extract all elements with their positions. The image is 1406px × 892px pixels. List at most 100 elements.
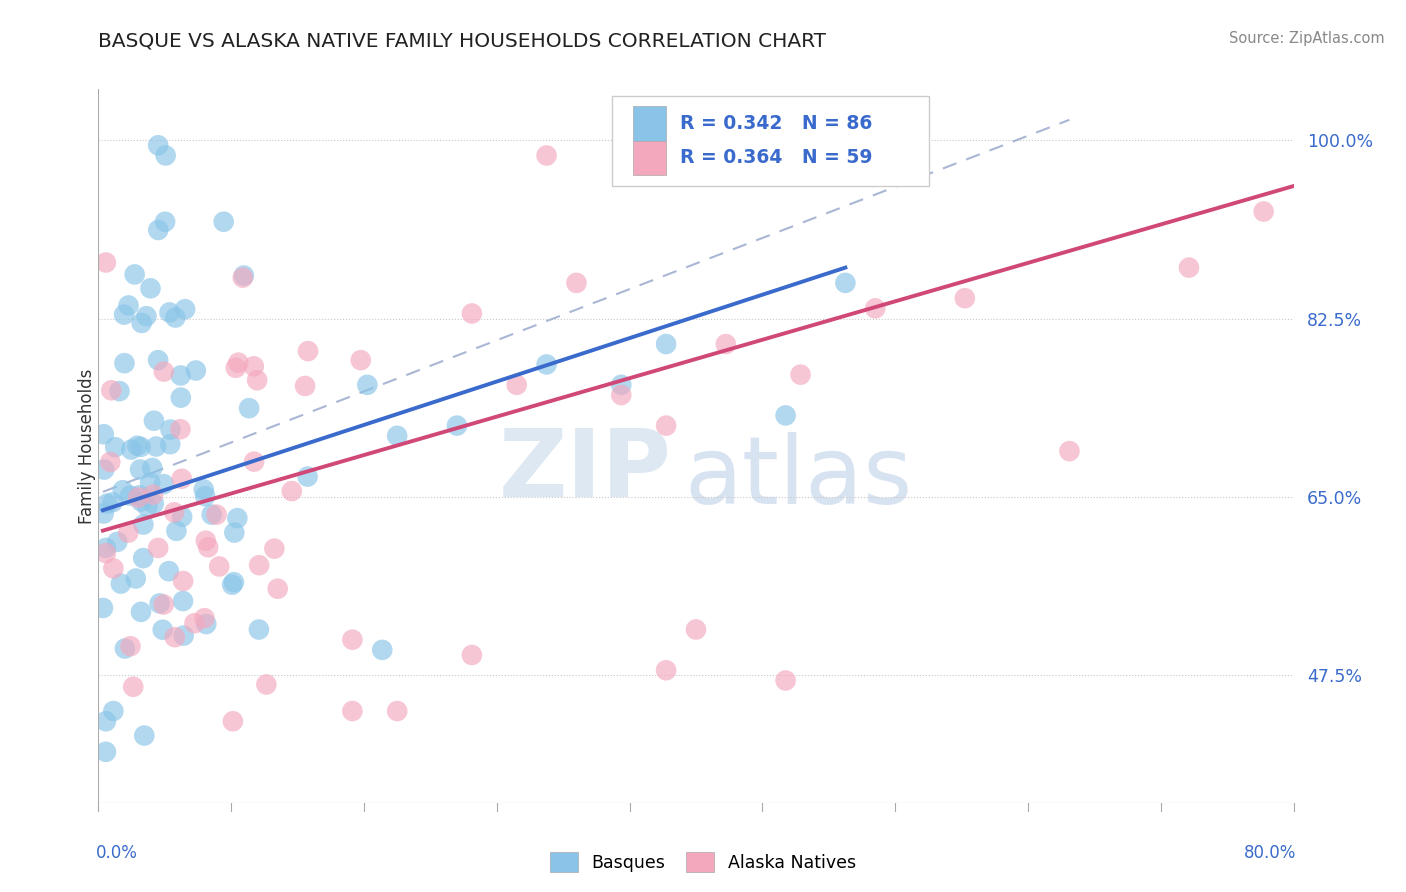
Point — [775, 673, 797, 688]
Point — [294, 379, 316, 393]
Point — [536, 148, 558, 162]
Point — [142, 414, 165, 428]
Point — [117, 525, 139, 540]
Point — [96, 497, 118, 511]
Point — [172, 509, 194, 524]
Point — [103, 704, 125, 718]
Point — [100, 384, 122, 398]
Point — [194, 489, 217, 503]
Point — [169, 422, 191, 436]
Point — [350, 353, 373, 368]
Point — [205, 508, 228, 522]
Point — [120, 442, 142, 457]
Point — [184, 363, 207, 377]
Point — [263, 541, 285, 556]
Point — [172, 574, 194, 588]
Point — [208, 559, 231, 574]
Point — [222, 575, 245, 590]
Point — [139, 475, 162, 490]
Point — [238, 401, 260, 416]
Point — [232, 270, 254, 285]
Point — [135, 309, 157, 323]
Point — [153, 215, 176, 229]
Point — [142, 497, 165, 511]
Point — [152, 623, 174, 637]
Point — [152, 598, 174, 612]
Point — [461, 648, 484, 662]
Point — [655, 418, 678, 433]
Point — [297, 469, 319, 483]
Point — [565, 276, 588, 290]
Point — [93, 462, 115, 476]
Point — [170, 472, 193, 486]
Legend: Basques, Alaska Natives: Basques, Alaska Natives — [543, 845, 863, 879]
Point — [129, 462, 152, 476]
Point — [110, 576, 132, 591]
Point — [342, 632, 364, 647]
Point — [174, 302, 197, 317]
Point — [222, 714, 245, 729]
Point — [226, 511, 249, 525]
Point — [136, 500, 159, 514]
Bar — [633, 141, 666, 175]
Point — [865, 301, 887, 316]
Point — [94, 255, 117, 269]
Point — [834, 276, 856, 290]
Point — [221, 577, 243, 591]
Point — [155, 148, 177, 162]
Point — [228, 356, 250, 370]
Point — [385, 429, 409, 443]
Point — [120, 639, 142, 653]
Point — [129, 605, 152, 619]
Point — [193, 483, 215, 497]
Point — [127, 439, 149, 453]
Point — [128, 488, 150, 502]
Point — [183, 616, 205, 631]
Point — [132, 551, 155, 566]
Point — [142, 488, 165, 502]
Point — [114, 356, 136, 370]
Point — [342, 704, 364, 718]
Point — [267, 582, 290, 596]
Point — [139, 281, 162, 295]
Point — [159, 423, 181, 437]
Point — [114, 641, 136, 656]
Point — [232, 268, 254, 283]
Point — [610, 377, 633, 392]
Point — [98, 455, 121, 469]
Point — [152, 477, 174, 491]
Point — [1253, 204, 1275, 219]
Point — [195, 617, 218, 632]
Point — [94, 745, 117, 759]
Point — [536, 358, 558, 372]
Point — [173, 629, 195, 643]
Bar — [633, 106, 666, 141]
Point — [93, 427, 115, 442]
Point — [131, 316, 153, 330]
Point — [446, 418, 468, 433]
Point — [111, 483, 134, 498]
Point — [157, 564, 180, 578]
Point — [165, 310, 187, 325]
Point — [1178, 260, 1201, 275]
Point — [132, 517, 155, 532]
Point — [122, 680, 145, 694]
Text: R = 0.364   N = 59: R = 0.364 N = 59 — [681, 148, 873, 167]
Point — [101, 495, 124, 509]
Point — [194, 533, 217, 548]
Point — [103, 561, 125, 575]
Point — [159, 437, 181, 451]
Point — [94, 714, 117, 729]
Point — [129, 440, 152, 454]
Point — [197, 541, 219, 555]
Point — [93, 507, 115, 521]
Point — [148, 223, 170, 237]
Point — [775, 409, 797, 423]
Text: BASQUE VS ALASKA NATIVE FAMILY HOUSEHOLDS CORRELATION CHART: BASQUE VS ALASKA NATIVE FAMILY HOUSEHOLD… — [98, 31, 827, 50]
Point — [224, 525, 246, 540]
Point — [243, 359, 266, 374]
Point — [120, 489, 142, 503]
Point — [148, 138, 170, 153]
Point — [124, 268, 146, 282]
Point — [172, 594, 194, 608]
